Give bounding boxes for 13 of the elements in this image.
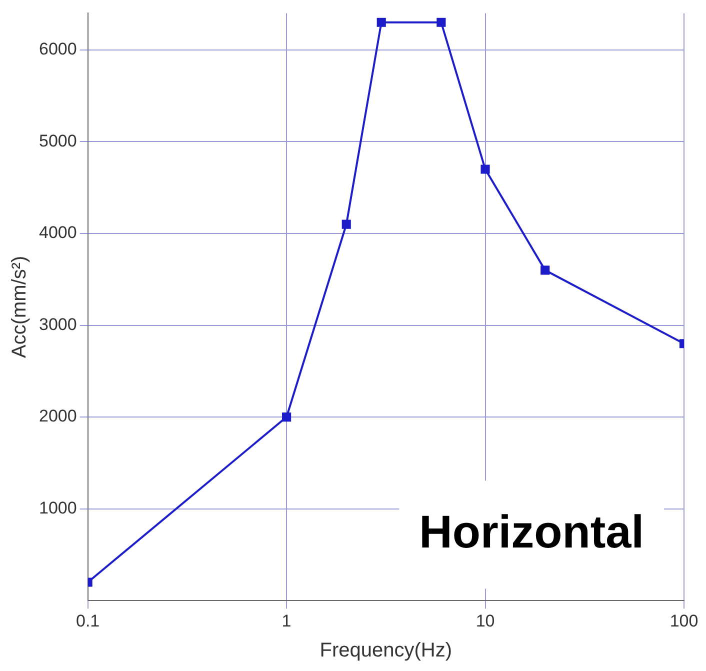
y-tick-label: 1000 <box>38 498 77 518</box>
y-axis-title: Acc(mm/s²) <box>8 256 31 358</box>
y-tick-label: 3000 <box>38 314 77 334</box>
x-tick-label: 100 <box>670 611 698 630</box>
y-tick-label: 5000 <box>38 131 77 150</box>
x-tick-label: 10 <box>476 611 495 630</box>
x-tick-label: 1 <box>282 611 292 630</box>
y-tick-label: 2000 <box>38 406 77 426</box>
y-tick-label: 6000 <box>38 40 77 59</box>
annotation: Horizontal <box>419 505 644 558</box>
y-tick-label: 4000 <box>38 223 77 242</box>
x-axis-title: Frequency(Hz) <box>320 640 452 662</box>
x-tick-label: 0.1 <box>76 611 100 630</box>
